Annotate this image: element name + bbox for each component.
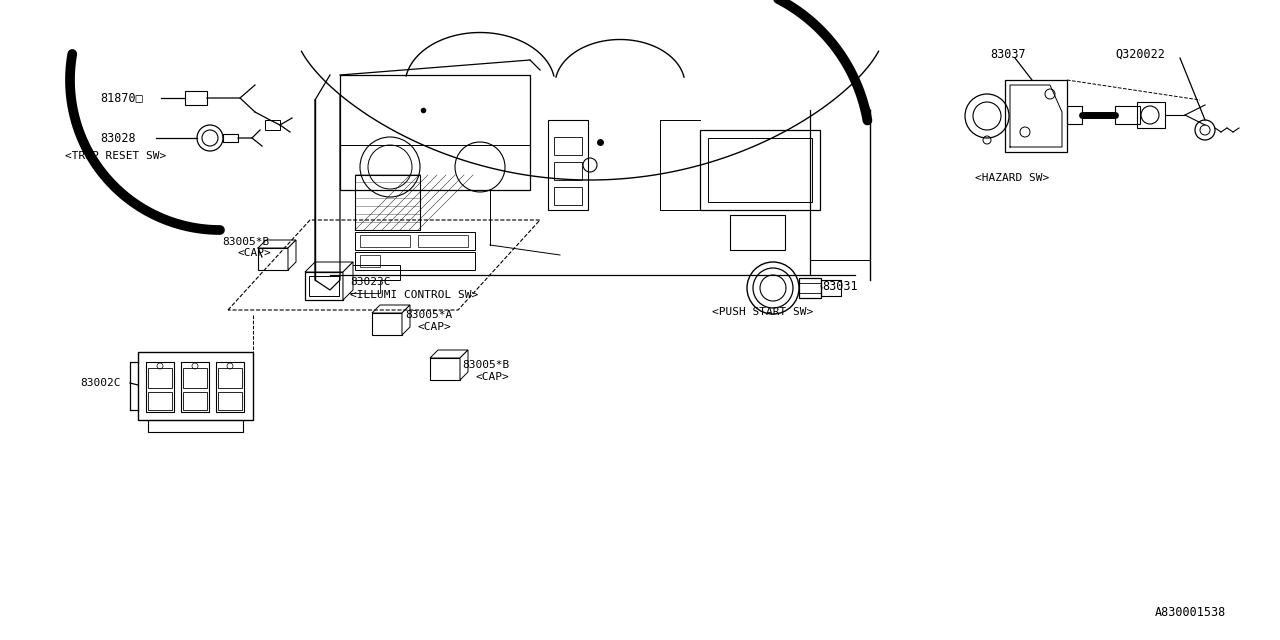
Polygon shape [343,262,353,300]
Polygon shape [305,262,353,272]
Bar [554,137,582,155]
Bar [730,215,785,250]
Bar [820,280,841,296]
Bar [355,175,420,230]
Bar [700,130,820,210]
Bar [223,134,238,142]
Text: 83037: 83037 [989,47,1025,61]
Bar [360,255,380,267]
Polygon shape [259,240,296,248]
Bar [148,368,172,388]
Bar [259,248,288,270]
Bar [218,368,242,388]
Bar [1005,80,1068,152]
Text: <CAP>: <CAP> [475,372,508,382]
Text: <CAP>: <CAP> [419,322,452,332]
Text: <CAP>: <CAP> [238,248,271,258]
Bar [146,362,174,412]
Text: Q320022: Q320022 [1115,47,1165,61]
Bar [183,392,207,410]
Bar [708,138,812,202]
Bar [360,235,410,247]
Bar [1115,106,1140,124]
Bar [148,392,172,410]
Text: 83005*A: 83005*A [404,310,452,320]
Bar [183,368,207,388]
Bar [308,276,339,296]
Bar [355,232,475,250]
Bar [340,75,530,190]
Bar [548,120,588,210]
Polygon shape [372,305,410,313]
Text: 83005*B: 83005*B [462,360,509,370]
Text: <TRIP RESET SW>: <TRIP RESET SW> [65,151,166,161]
Polygon shape [288,240,296,270]
Polygon shape [430,350,468,358]
Text: 83031: 83031 [822,280,858,292]
Bar [799,278,820,298]
Bar [349,265,399,280]
Bar [554,187,582,205]
Text: <HAZARD SW>: <HAZARD SW> [975,173,1050,183]
Bar [218,392,242,410]
Text: A830001538: A830001538 [1155,605,1226,618]
Bar [1137,102,1165,128]
Text: 83028: 83028 [100,131,136,145]
Bar [186,91,207,105]
Bar [430,358,460,380]
Bar [180,362,209,412]
Text: <ILLUMI CONTROL SW>: <ILLUMI CONTROL SW> [349,290,479,300]
Bar [355,252,475,270]
Bar [305,272,343,300]
Text: 83023C: 83023C [349,277,390,287]
Bar [148,420,243,432]
Bar [554,162,582,180]
Text: <PUSH START SW>: <PUSH START SW> [712,307,813,317]
Bar [372,313,402,335]
Text: 83005*B: 83005*B [221,237,269,247]
Text: 81870□: 81870□ [100,92,143,104]
Bar [265,120,280,130]
Polygon shape [460,350,468,380]
Bar [419,235,468,247]
Text: 83002C: 83002C [79,378,120,388]
Bar [216,362,244,412]
Bar [138,352,253,420]
Bar [349,280,380,293]
Bar [1068,106,1082,124]
Polygon shape [402,305,410,335]
